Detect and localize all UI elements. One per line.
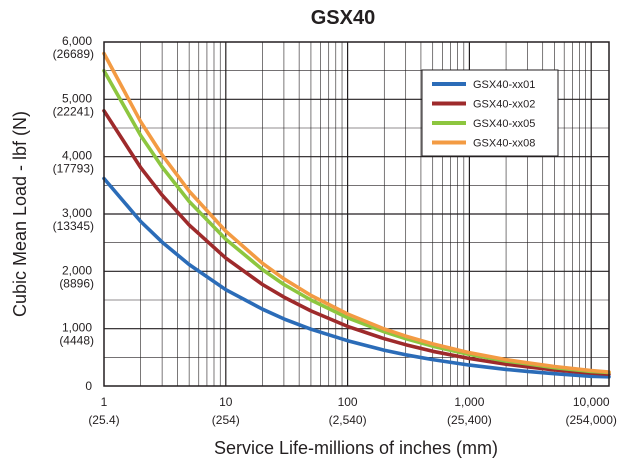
x-tick-label: 1,000 (454, 395, 484, 409)
x-tick-label: 10 (219, 395, 233, 409)
y-tick-label: 3,000 (62, 206, 92, 220)
y-tick-label: 4,000 (62, 149, 92, 163)
y-tick-label: 2,000 (62, 263, 92, 277)
chart-title: GSX40 (311, 7, 375, 29)
x-tick-label: 10,000 (573, 395, 610, 409)
y-tick-label: 6,000 (62, 34, 92, 48)
y-tick-label: 5,000 (62, 91, 92, 105)
y-axis-ticks: 0 1,000(4448) 2,000(8896) 3,000(13345) 4,000… (53, 34, 94, 393)
y-axis-title: Cubic Mean Load - lbf (N) (10, 111, 30, 317)
legend-label: GSX40-xx05 (473, 118, 535, 130)
series-lines (102, 51, 611, 379)
x-tick-label: 100 (338, 395, 358, 409)
y-tick-sublabel: (22241) (53, 104, 94, 118)
legend-label: GSX40-xx02 (473, 99, 535, 111)
y-tick-sublabel: (13345) (53, 219, 94, 233)
y-tick-sublabel: (17793) (53, 162, 94, 176)
legend: GSX40-xx01 GSX40-xx02 GSX40-xx05 GSX40-xx08 (421, 69, 559, 157)
x-axis-ticks: 1 (25.4) 10 (254) 100 (2,540) 1,000 (25,400) 10,… (88, 395, 617, 427)
legend-label: GSX40-xx01 (473, 79, 535, 91)
y-tick-sublabel: (8896) (59, 276, 94, 290)
y-tick-sublabel: (26689) (53, 47, 94, 61)
x-tick-sublabel: (2,540) (329, 413, 367, 427)
plot-frame (103, 41, 610, 387)
x-tick-sublabel: (254,000) (566, 413, 617, 427)
x-tick-sublabel: (25.4) (88, 413, 119, 427)
x-tick-label: 1 (101, 395, 108, 409)
series-line-gsx40-xx01 (102, 176, 611, 379)
x-tick-sublabel: (25,400) (447, 413, 492, 427)
y-tick-sublabel: (4448) (59, 334, 94, 348)
x-axis-title: Service Life-millions of inches (mm) (214, 438, 498, 458)
x-tick-sublabel: (254) (212, 413, 240, 427)
y-tick-label: 0 (85, 379, 92, 393)
y-tick-label: 1,000 (62, 321, 92, 335)
series-line-gsx40-xx08 (102, 51, 611, 374)
series-line-gsx40-xx02 (102, 109, 611, 376)
legend-label: GSX40-xx08 (473, 138, 535, 150)
